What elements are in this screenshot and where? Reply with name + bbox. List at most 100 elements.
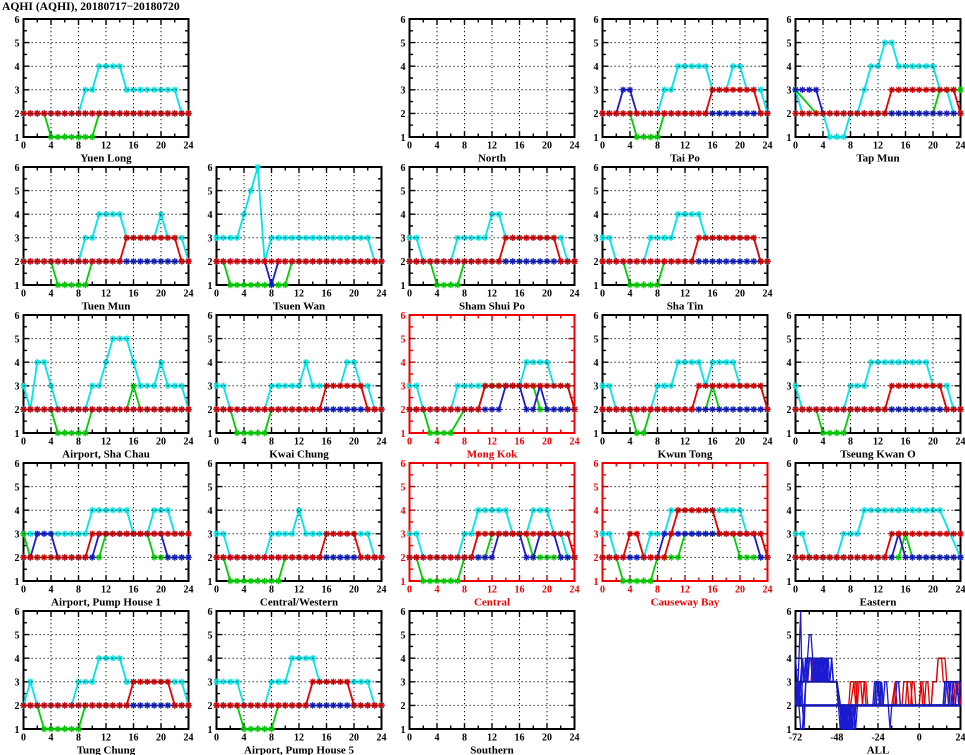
svg-text:1: 1 — [208, 725, 213, 736]
svg-text:4: 4 — [49, 437, 54, 448]
svg-text:5: 5 — [15, 630, 20, 641]
svg-text:1: 1 — [208, 577, 213, 588]
svg-text:4: 4 — [435, 585, 440, 596]
svg-text:0: 0 — [407, 733, 412, 744]
svg-text:5: 5 — [401, 186, 406, 197]
svg-text:20: 20 — [735, 289, 745, 300]
svg-text:8: 8 — [76, 733, 81, 744]
svg-text:8: 8 — [462, 289, 467, 300]
svg-text:16: 16 — [708, 437, 718, 448]
svg-text:4: 4 — [628, 289, 633, 300]
svg-text:4: 4 — [242, 437, 247, 448]
svg-text:6: 6 — [401, 459, 406, 470]
svg-text:8: 8 — [462, 141, 467, 152]
svg-text:0: 0 — [21, 437, 26, 448]
svg-text:-24: -24 — [871, 733, 884, 744]
svg-text:4: 4 — [401, 62, 406, 73]
svg-text:16: 16 — [322, 585, 332, 596]
svg-text:12: 12 — [101, 437, 111, 448]
svg-text:3: 3 — [15, 86, 20, 97]
svg-text:Causeway Bay: Causeway Bay — [651, 597, 720, 609]
svg-text:8: 8 — [655, 141, 660, 152]
svg-text:5: 5 — [401, 630, 406, 641]
svg-text:6: 6 — [208, 459, 213, 470]
svg-text:0: 0 — [793, 141, 798, 152]
svg-text:1: 1 — [401, 577, 406, 588]
svg-text:2: 2 — [208, 257, 213, 268]
svg-text:3: 3 — [787, 382, 792, 393]
svg-text:Kwun Tong: Kwun Tong — [658, 449, 713, 461]
svg-text:8: 8 — [848, 437, 853, 448]
svg-text:3: 3 — [787, 530, 792, 541]
svg-text:Tsuen Wan: Tsuen Wan — [273, 301, 325, 313]
svg-text:20: 20 — [928, 437, 938, 448]
svg-text:2: 2 — [15, 405, 20, 416]
svg-text:6: 6 — [594, 311, 599, 322]
svg-text:24: 24 — [184, 585, 194, 596]
svg-text:20: 20 — [542, 141, 552, 152]
svg-text:12: 12 — [101, 733, 111, 744]
svg-text:4: 4 — [594, 358, 599, 369]
svg-text:4: 4 — [15, 358, 20, 369]
svg-text:1: 1 — [401, 429, 406, 440]
svg-text:8: 8 — [76, 437, 81, 448]
svg-text:6: 6 — [787, 311, 792, 322]
svg-text:8: 8 — [655, 437, 660, 448]
svg-text:5: 5 — [15, 38, 20, 49]
svg-text:24: 24 — [956, 141, 965, 152]
svg-text:2: 2 — [787, 405, 792, 416]
svg-text:3: 3 — [15, 234, 20, 245]
svg-text:6: 6 — [401, 311, 406, 322]
svg-text:6: 6 — [15, 15, 20, 26]
svg-text:4: 4 — [15, 506, 20, 517]
svg-text:20: 20 — [542, 437, 552, 448]
svg-text:20: 20 — [735, 437, 745, 448]
svg-text:1: 1 — [15, 577, 20, 588]
svg-text:4: 4 — [787, 506, 792, 517]
svg-text:Central/Western: Central/Western — [260, 597, 338, 609]
svg-text:2: 2 — [15, 257, 20, 268]
svg-text:4: 4 — [787, 358, 792, 369]
svg-text:12: 12 — [487, 141, 497, 152]
svg-text:12: 12 — [101, 289, 111, 300]
svg-text:6: 6 — [787, 15, 792, 26]
svg-text:12: 12 — [487, 437, 497, 448]
svg-text:0: 0 — [793, 437, 798, 448]
svg-text:2: 2 — [208, 701, 213, 712]
svg-text:4: 4 — [821, 585, 826, 596]
svg-text:5: 5 — [401, 334, 406, 345]
svg-text:5: 5 — [787, 334, 792, 345]
svg-text:12: 12 — [680, 289, 690, 300]
svg-text:2: 2 — [594, 553, 599, 564]
svg-text:0: 0 — [917, 733, 922, 744]
svg-text:24: 24 — [377, 733, 387, 744]
svg-text:6: 6 — [208, 163, 213, 174]
svg-text:24: 24 — [570, 437, 580, 448]
svg-text:2: 2 — [208, 553, 213, 564]
svg-text:4: 4 — [821, 141, 826, 152]
svg-text:Tseung Kwan O: Tseung Kwan O — [840, 449, 916, 461]
svg-text:16: 16 — [708, 585, 718, 596]
svg-text:0: 0 — [793, 585, 798, 596]
svg-text:2: 2 — [15, 553, 20, 564]
svg-text:12: 12 — [487, 733, 497, 744]
svg-text:4: 4 — [401, 654, 406, 665]
svg-text:4: 4 — [15, 62, 20, 73]
svg-text:3: 3 — [208, 530, 213, 541]
svg-text:12: 12 — [680, 585, 690, 596]
svg-text:4: 4 — [787, 654, 792, 665]
svg-text:16: 16 — [515, 585, 525, 596]
svg-text:3: 3 — [15, 678, 20, 689]
svg-text:12: 12 — [101, 141, 111, 152]
svg-text:4: 4 — [242, 733, 247, 744]
svg-text:16: 16 — [901, 585, 911, 596]
svg-text:Airport, Pump House 5: Airport, Pump House 5 — [244, 745, 355, 755]
svg-text:AQHI (AQHI), 20180717−20180720: AQHI (AQHI), 20180717−20180720 — [2, 0, 180, 13]
svg-text:0: 0 — [21, 733, 26, 744]
svg-text:5: 5 — [401, 482, 406, 493]
svg-text:20: 20 — [349, 437, 359, 448]
svg-text:12: 12 — [294, 585, 304, 596]
svg-text:Tung Chung: Tung Chung — [77, 745, 136, 755]
svg-text:4: 4 — [208, 506, 213, 517]
svg-text:20: 20 — [156, 141, 166, 152]
